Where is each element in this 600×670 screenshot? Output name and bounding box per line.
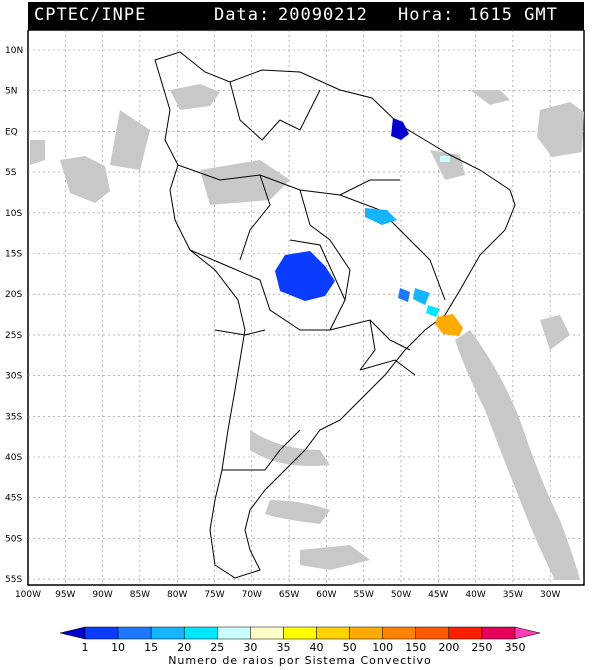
colorbar-label: 350 [505,641,526,654]
cell-sp [398,288,410,302]
lon-tick-label: 40W [465,590,485,600]
lon-tick-label: 30W [540,590,560,600]
colorbar-label: 15 [144,641,158,654]
lat-tick-label: 45S [5,494,22,504]
colorbar-label: 35 [276,641,290,654]
colorbar-arrow-left [59,626,86,640]
lon-tick-label: 95W [55,590,75,600]
lat-tick-label: 40S [5,453,22,463]
cloud-cover [30,84,584,580]
colorbar-box [84,626,119,640]
lat-tick-label: 55S [5,575,22,585]
colorbar-box [481,626,516,640]
lightning-map: 10N5NEQ5S10S15S20S25S30S35S40S45S50S55S … [5,30,585,600]
colorbar-label: 200 [438,641,459,654]
colorbar-label: 25 [210,641,224,654]
lon-tick-label: 100W [15,590,41,600]
colorbar-label: 20 [177,641,191,654]
lat-tick-label: 35S [5,412,22,422]
map-header: CPTEC/INPE Data: 20090212 Hora: 1615 GMT [28,2,584,30]
lon-tick-label: 90W [92,590,112,600]
lon-tick-label: 80W [167,590,187,600]
colorbar-box [217,626,251,640]
colorbar-box [183,626,218,640]
longitude-labels: 100W 95W 90W 85W 80W 75W 70W 65W 60W 55W 50W 45W 40W… [15,590,561,600]
colorbar-box [150,626,185,640]
cell-rj [426,305,440,317]
cell-central-brazil [365,208,397,225]
lon-tick-label: 75W [204,590,224,600]
colorbar-box [250,626,284,640]
lat-tick-label: 5N [5,87,17,97]
lon-tick-label: 70W [242,590,262,600]
lat-tick-label: 20S [5,290,22,300]
colorbar-box [117,626,152,640]
lon-tick-label: 45W [428,590,448,600]
colorbar-label: 50 [343,641,357,654]
lat-tick-label: 15S [5,250,22,260]
colorbar-title: Numero de raios por Sistema Convectivo [168,654,432,667]
lon-tick-label: 65W [279,590,299,600]
colorbar-label: 10 [111,641,125,654]
cell-minas [413,288,430,305]
lon-tick-label: 35W [503,590,523,600]
lat-tick-label: 30S [5,372,22,382]
lat-tick-label: 25S [5,331,22,341]
cell-ne [440,156,450,162]
colorbar-box [316,626,350,640]
colorbar-label: 30 [243,641,257,654]
colorbar-box [448,626,483,640]
lat-tick-label: 10N [5,46,23,56]
date-label: Data: [214,5,271,25]
cell-amapa [391,118,409,140]
colorbar-label: 1 [82,641,89,654]
lat-tick-label: 5S [5,168,17,178]
time-value: 1615 GMT [468,5,558,25]
map-frame [27,30,585,586]
colorbar-label: 150 [405,641,426,654]
lat-tick-label: EQ [5,127,18,137]
date-value: 20090212 [278,5,368,25]
lon-tick-label: 60W [316,590,336,600]
lon-tick-label: 55W [354,590,374,600]
cell-bolivia [275,251,335,301]
lon-tick-label: 85W [130,590,150,600]
colorbar-box [349,626,383,640]
colorbar-arrow-right [514,626,541,640]
colorbar-label: 250 [471,641,492,654]
colorbar-label: 40 [310,641,324,654]
lon-tick-label: 50W [391,590,411,600]
colorbar-box [283,626,317,640]
colorbar-box [415,626,450,640]
lightning-cells [275,118,463,336]
cell-atlantic [435,314,463,336]
source-label: CPTEC/INPE [34,5,147,25]
latitude-labels: 10N 5N EQ 5S 10S 15S 20S 25S 30S 35S 40S 45S 50S 55S [5,46,23,585]
colorbar-label: 100 [372,641,393,654]
colorbar-box [382,626,417,640]
colorbar: 1 10 15 20 25 30 35 40 50 100 150 200 250 350 [59,626,541,654]
time-label: Hora: [398,5,455,25]
lat-tick-label: 10S [5,209,22,219]
lat-tick-label: 50S [5,534,22,544]
